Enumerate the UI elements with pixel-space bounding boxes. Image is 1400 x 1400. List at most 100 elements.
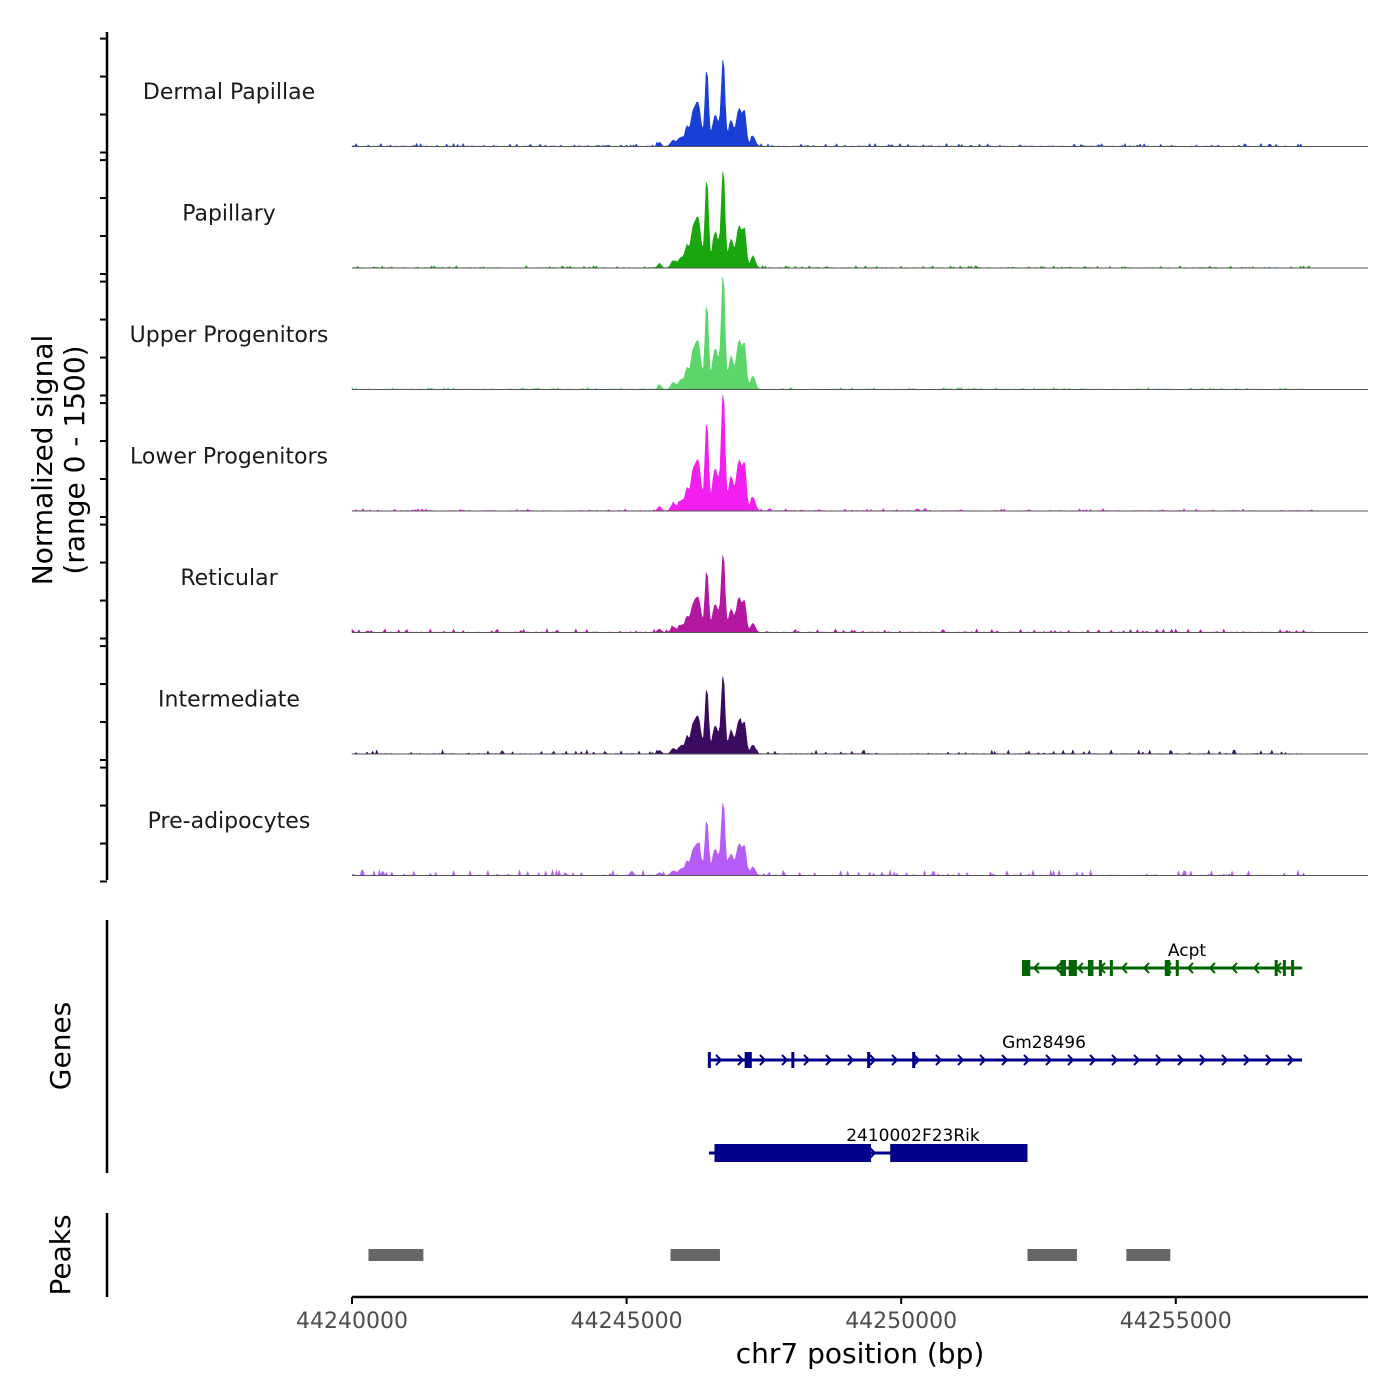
strand-arrow bbox=[935, 1054, 943, 1066]
track-label: Upper Progenitors bbox=[130, 323, 329, 348]
peaks-track-label: Peaks bbox=[44, 1214, 77, 1295]
coverage-area bbox=[351, 59, 1314, 148]
exon bbox=[1164, 960, 1171, 976]
track-label: Lower Progenitors bbox=[130, 445, 328, 470]
y-axis-range-label: (range 0 - 1500) bbox=[58, 345, 91, 574]
exon bbox=[1175, 960, 1179, 976]
peak-region bbox=[1126, 1249, 1171, 1261]
strand-arrow bbox=[803, 1054, 811, 1066]
strand-arrow bbox=[1142, 962, 1150, 974]
track-label: Reticular bbox=[180, 566, 278, 591]
exon bbox=[714, 1144, 871, 1162]
track-intermediate: Intermediate bbox=[158, 676, 1368, 755]
strand-arrow bbox=[715, 1054, 723, 1066]
signal-y-axis bbox=[100, 32, 109, 883]
strand-arrow bbox=[1054, 962, 1062, 974]
strand-arrow bbox=[1252, 962, 1260, 974]
coverage-area bbox=[351, 676, 1314, 755]
strand-arrow bbox=[1089, 1054, 1097, 1066]
genes-track: Acpt Gm28496 2410002F23Rik bbox=[707, 941, 1303, 1162]
exon bbox=[707, 1052, 711, 1068]
peaks-track bbox=[368, 1249, 1171, 1261]
gene-name: Gm28496 bbox=[1002, 1033, 1086, 1053]
x-tick-label: 44250000 bbox=[845, 1309, 957, 1334]
track-upper-progenitors: Upper Progenitors bbox=[130, 276, 1368, 390]
strand-arrow bbox=[825, 1054, 833, 1066]
track-reticular: Reticular bbox=[180, 555, 1368, 634]
strand-arrow bbox=[1023, 1054, 1031, 1066]
strand-arrow bbox=[1076, 962, 1084, 974]
exon bbox=[1291, 960, 1295, 976]
track-papillary: Papillary bbox=[182, 171, 1368, 269]
strand-arrow bbox=[1155, 1054, 1163, 1066]
coverage-area bbox=[351, 394, 1314, 512]
exon bbox=[744, 1052, 752, 1068]
peak-region bbox=[1027, 1249, 1077, 1261]
strand-arrow bbox=[1208, 962, 1216, 974]
strand-arrow bbox=[869, 1147, 877, 1159]
position-x-axis: 44240000 44245000 44250000 44255000 bbox=[296, 1295, 1368, 1334]
track-label: Papillary bbox=[182, 202, 276, 227]
coverage-area bbox=[351, 276, 1314, 390]
strand-arrow bbox=[1111, 1054, 1119, 1066]
gene-acpt: Acpt bbox=[1022, 941, 1303, 976]
strand-arrow bbox=[847, 1054, 855, 1066]
strand-arrow bbox=[1032, 962, 1040, 974]
strand-arrow bbox=[781, 1054, 789, 1066]
strand-arrow bbox=[1199, 1054, 1207, 1066]
exon bbox=[912, 1052, 916, 1068]
gene-name: 2410002F23Rik bbox=[846, 1126, 980, 1146]
gene-gm28496: Gm28496 bbox=[707, 1033, 1303, 1068]
y-axis-title: Normalized signal bbox=[26, 335, 59, 586]
exon bbox=[1109, 960, 1113, 976]
strand-arrow bbox=[759, 1054, 767, 1066]
exon bbox=[1274, 960, 1278, 976]
track-dermal-papillae: Dermal Papillae bbox=[143, 59, 1368, 148]
exon bbox=[1060, 960, 1066, 976]
strand-arrow bbox=[869, 1054, 877, 1066]
strand-arrow bbox=[1221, 1054, 1229, 1066]
x-tick-label: 44255000 bbox=[1120, 1309, 1232, 1334]
exon bbox=[1022, 960, 1031, 976]
exon bbox=[867, 1052, 871, 1068]
exon bbox=[890, 1144, 1028, 1162]
gene-2410002f23rik: 2410002F23Rik bbox=[708, 1126, 1028, 1162]
strand-arrow bbox=[1045, 1054, 1053, 1066]
exon bbox=[1087, 960, 1094, 976]
strand-arrow bbox=[1120, 962, 1128, 974]
coverage-tracks: Dermal Papillae Papillary Upper Progenitor… bbox=[130, 59, 1368, 877]
x-tick-label: 44240000 bbox=[296, 1309, 408, 1334]
strand-arrow bbox=[1265, 1054, 1273, 1066]
strand-arrow bbox=[891, 1054, 899, 1066]
strand-arrow bbox=[737, 1054, 745, 1066]
strand-arrow bbox=[1230, 962, 1238, 974]
exon bbox=[1282, 960, 1286, 976]
exon bbox=[1098, 960, 1102, 976]
strand-arrow bbox=[1287, 1054, 1295, 1066]
strand-arrow bbox=[1186, 962, 1194, 974]
track-lower-progenitors: Lower Progenitors bbox=[130, 394, 1368, 512]
strand-arrow bbox=[1001, 1054, 1009, 1066]
genes-track-label: Genes bbox=[44, 1002, 77, 1090]
track-label: Dermal Papillae bbox=[143, 80, 315, 105]
strand-arrow bbox=[1177, 1054, 1185, 1066]
x-axis-title: chr7 position (bp) bbox=[736, 1337, 985, 1370]
peak-region bbox=[670, 1249, 720, 1261]
x-tick-label: 44245000 bbox=[571, 1309, 683, 1334]
strand-arrow bbox=[913, 1054, 921, 1066]
track-label: Intermediate bbox=[158, 688, 300, 713]
strand-arrow bbox=[957, 1054, 965, 1066]
gene-name: Acpt bbox=[1168, 941, 1206, 961]
coverage-area bbox=[351, 555, 1314, 634]
strand-arrow bbox=[1133, 1054, 1141, 1066]
track-label: Pre-adipocytes bbox=[148, 809, 311, 834]
strand-arrow bbox=[1067, 1054, 1075, 1066]
strand-arrow bbox=[1243, 1054, 1251, 1066]
coverage-area bbox=[351, 171, 1314, 269]
peak-region bbox=[368, 1249, 424, 1261]
coverage-area bbox=[351, 803, 1314, 877]
exon bbox=[1068, 960, 1077, 976]
exon bbox=[791, 1052, 795, 1068]
strand-arrow bbox=[979, 1054, 987, 1066]
